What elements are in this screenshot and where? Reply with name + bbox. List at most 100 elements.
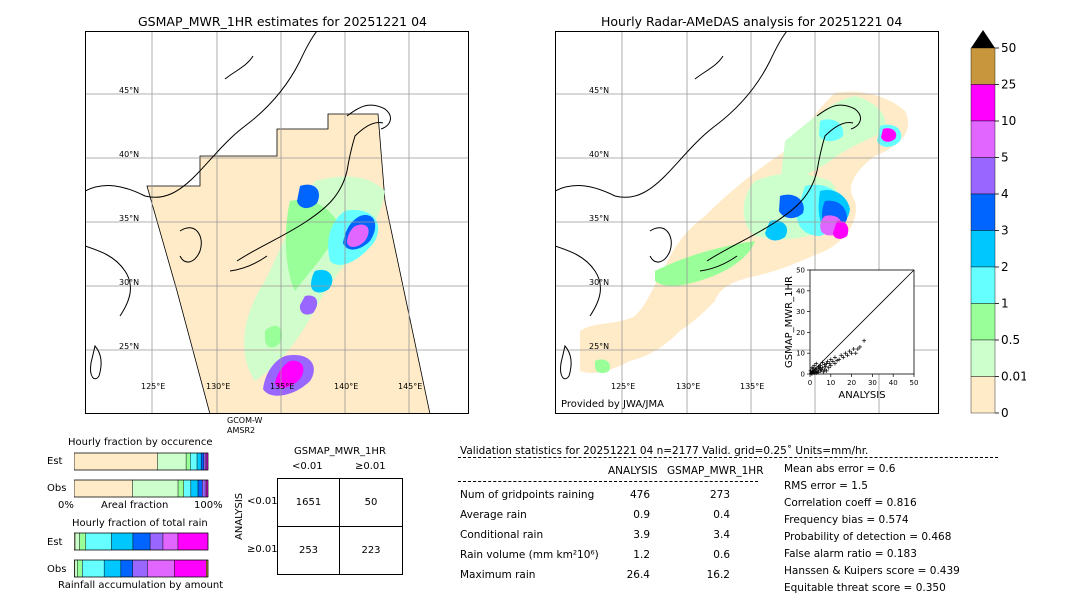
accumulation-bar-est-6 <box>149 532 164 551</box>
colorbar-segment-5 <box>970 230 996 268</box>
colorbar-label-9: 0.01 <box>1001 370 1026 384</box>
score-rmse: RMS error = 1.5 <box>784 480 868 492</box>
accumulation-bar-obs-4 <box>103 559 122 578</box>
scatter-point-18 <box>821 369 826 374</box>
scatter-point-35 <box>841 355 846 360</box>
scatter-point-38 <box>847 349 852 354</box>
scatter-point-44 <box>862 338 867 343</box>
colorbar-label-0: 50 <box>1001 41 1016 55</box>
scatter-ytick-3: 30 <box>796 308 805 316</box>
scatter-point-43 <box>857 344 862 349</box>
colorbar-segment-9 <box>970 376 996 414</box>
scatter-xtick-5: 50 <box>910 379 919 387</box>
colorbar-segment-7 <box>970 303 996 341</box>
right-map-title: Hourly Radar-AMeDAS analysis for 2025122… <box>601 14 903 29</box>
stat-row-gsmap-0: 273 <box>709 489 730 501</box>
scatter-xtick-0: 0 <box>808 379 812 387</box>
scatter-point-12 <box>816 370 821 375</box>
right-lat-40: 40°N <box>589 150 609 159</box>
score-correlation: Correlation coeff = 0.816 <box>784 497 917 509</box>
accumulation-bar-frame-est <box>74 532 209 551</box>
score-pod: Probability of detection = 0.468 <box>784 531 952 543</box>
scatter-point-39 <box>849 351 854 356</box>
right-lat-35: 35°N <box>589 214 609 223</box>
left-lat-30: 30°N <box>119 278 139 287</box>
occurrence-bar-obs-2 <box>177 479 184 498</box>
contingency-row-label-1: ≥0.01 <box>247 544 278 555</box>
scatter-diagonal <box>809 269 915 375</box>
occurrence-bar-frame-est <box>74 452 209 471</box>
scatter-point-47 <box>814 361 819 366</box>
scatter-point-24 <box>825 359 830 364</box>
colorbar-segment-4 <box>970 193 996 231</box>
satellite-label: GCOM-W AMSR2 <box>227 416 263 435</box>
colorbar-segment-3 <box>970 157 996 195</box>
left-lon-140: 140°E <box>334 382 358 391</box>
scatter-xtick-1: 10 <box>826 379 835 387</box>
score-frequency-bias: Frequency bias = 0.574 <box>784 514 909 526</box>
left-grid <box>85 31 469 414</box>
right-lon-125: 125°E <box>611 382 635 391</box>
scatter-ytick-0: 0 <box>801 371 805 379</box>
scatter-point-19 <box>822 362 827 367</box>
scatter-point-29 <box>830 359 835 364</box>
occurrence-title: Hourly fraction by occurence <box>68 437 213 448</box>
validation-header: Validation statistics for 20251221 04 n=… <box>460 445 869 457</box>
scatter-point-42 <box>855 347 860 352</box>
contingency-col-label-0: <0.01 <box>292 461 323 472</box>
left-lat-40: 40°N <box>119 150 139 159</box>
stat-row-analysis-4: 26.4 <box>626 569 650 581</box>
right-lat-25: 25°N <box>589 342 609 351</box>
accumulation-row-est: Est <box>47 537 63 548</box>
scatter-ytick-5: 50 <box>796 267 805 275</box>
accumulation-bar-obs-7 <box>147 559 175 578</box>
stat-row-analysis-2: 3.9 <box>633 529 650 541</box>
contingency-col-label-1: ≥0.01 <box>355 461 386 472</box>
score-mae: Mean abs error = 0.6 <box>784 463 896 475</box>
colorbar-label-3: 5 <box>1001 151 1009 165</box>
right-lon-130: 130°E <box>676 382 700 391</box>
scatter-point-26 <box>827 361 832 366</box>
accumulation-bar-est-4 <box>111 532 134 551</box>
validation-divider-top <box>458 457 998 458</box>
occurrence-bar-est-3 <box>190 452 198 471</box>
stat-row-gsmap-1: 0.4 <box>713 509 730 521</box>
occurrence-bar-frame-obs <box>74 479 209 498</box>
accumulation-xlabel: Rainfall accumulation by amount <box>58 580 224 591</box>
stat-row-analysis-0: 476 <box>629 489 650 501</box>
occurrence-bar-est-1 <box>157 452 187 471</box>
stat-row-label-1: Average rain <box>460 509 527 521</box>
colorbar-segment-0 <box>970 47 996 85</box>
scatter-xlabel: ANALYSIS <box>838 390 885 401</box>
occurrence-bar-est-4 <box>196 452 202 471</box>
scatter-point-54 <box>816 364 821 369</box>
contingency-cell-00: 1651 <box>295 497 322 508</box>
occurrence-bar-est-2 <box>185 452 191 471</box>
contingency-cell-11: 223 <box>361 545 381 556</box>
occurrence-chart <box>74 452 209 498</box>
accumulation-bar-est-5 <box>132 532 151 551</box>
scatter-point-41 <box>853 351 858 356</box>
scatter-point-21 <box>823 364 828 369</box>
occurrence-bar-obs-4 <box>190 479 199 498</box>
accumulation-bar-obs-6 <box>132 559 148 578</box>
scatter-xtick-2: 20 <box>847 379 856 387</box>
right-coastlines <box>555 31 861 380</box>
scatter-point-37 <box>845 353 850 358</box>
colorbar-segment-8 <box>970 339 996 377</box>
accumulation-bar-obs-8 <box>174 559 207 578</box>
scatter-point-51 <box>818 365 823 370</box>
colorbar-over-triangle <box>971 30 995 48</box>
occurrence-bar-obs-7 <box>204 479 207 498</box>
colorbar-label-4: 4 <box>1001 187 1009 201</box>
left-coastlines <box>85 31 391 380</box>
scatter-point-25 <box>826 365 831 370</box>
occurrence-bar-est-7 <box>205 452 207 471</box>
occurrence-row-obs: Obs <box>47 483 67 494</box>
occurrence-bar-obs-3 <box>183 479 192 498</box>
scatter-point-31 <box>832 355 837 360</box>
contingency-col-title: GSMAP_MWR_1HR <box>294 446 386 457</box>
score-far: False alarm ratio = 0.183 <box>784 548 917 560</box>
scatter-point-46 <box>812 363 817 368</box>
scatter-point-30 <box>832 361 837 366</box>
